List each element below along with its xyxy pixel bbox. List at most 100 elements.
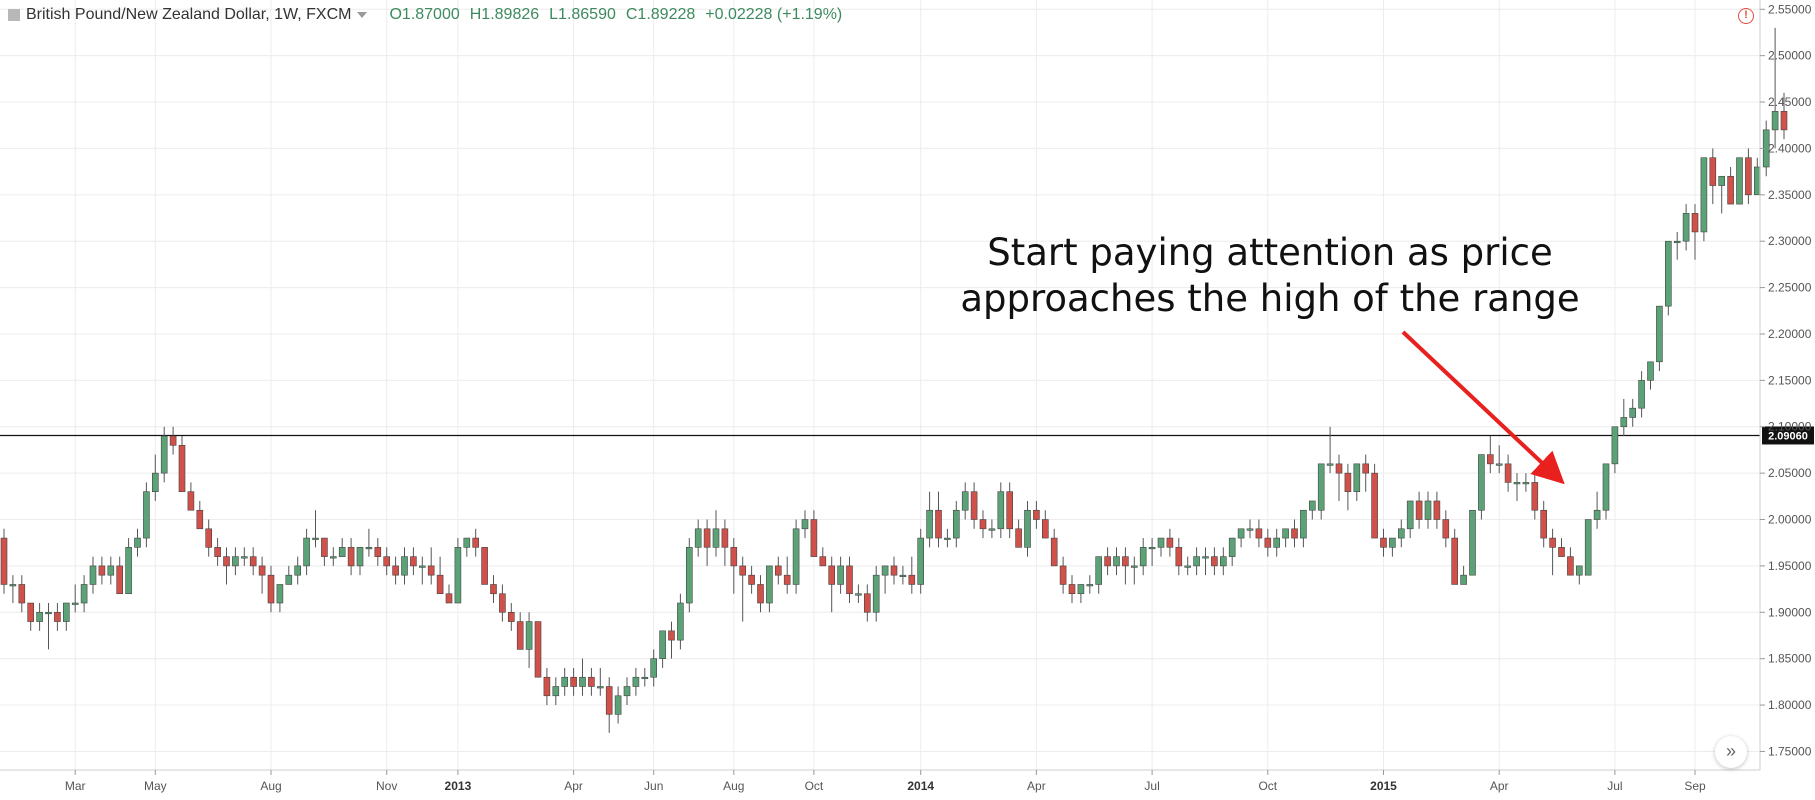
candle xyxy=(1602,463,1610,520)
candle xyxy=(454,538,462,604)
candle-body xyxy=(641,676,649,680)
candle xyxy=(1513,473,1521,501)
candle-body xyxy=(1442,519,1450,539)
candle-body xyxy=(196,509,204,530)
candle xyxy=(1629,398,1636,427)
candle-body xyxy=(1513,482,1521,485)
candle xyxy=(196,500,204,530)
candle xyxy=(890,556,898,585)
candle-body xyxy=(1095,556,1102,585)
candle-body xyxy=(392,565,399,576)
candle xyxy=(828,556,836,613)
scroll-to-latest-button[interactable]: » xyxy=(1715,736,1747,768)
y-tick-label: 2.55000 xyxy=(1768,2,1812,16)
candle-body xyxy=(1424,500,1432,520)
candle xyxy=(1682,204,1690,251)
candle-body xyxy=(570,676,577,687)
candle xyxy=(952,500,960,548)
candle xyxy=(490,575,497,604)
candle-body xyxy=(677,602,684,641)
candle-body xyxy=(890,565,898,576)
candle xyxy=(766,565,773,613)
x-tick-label: 2014 xyxy=(907,779,934,793)
candle xyxy=(739,556,747,622)
candle-body xyxy=(614,695,622,715)
candle xyxy=(525,612,533,668)
candle-body xyxy=(1433,500,1441,520)
candle xyxy=(1736,157,1743,205)
candle xyxy=(1228,537,1236,566)
candle xyxy=(899,565,907,585)
candle-body xyxy=(837,565,844,585)
candle xyxy=(214,538,221,566)
candle xyxy=(267,565,275,613)
candle xyxy=(872,565,880,622)
candle xyxy=(169,426,177,455)
candle-body xyxy=(1282,528,1289,539)
candle-body xyxy=(1522,482,1530,485)
candle-body xyxy=(1620,417,1628,428)
candle-body xyxy=(27,602,35,622)
candle xyxy=(1531,473,1539,520)
candle xyxy=(276,584,284,613)
candle xyxy=(1122,547,1129,585)
x-tick-label: May xyxy=(144,779,167,793)
candles xyxy=(0,27,1788,733)
candle-body xyxy=(1451,537,1458,585)
candle xyxy=(1273,528,1280,557)
candle xyxy=(1540,500,1547,548)
candle xyxy=(1567,547,1574,576)
candle-body xyxy=(258,565,266,576)
candle-body xyxy=(507,611,515,622)
symbol-title[interactable]: British Pound/New Zealand Dollar, 1W, FX… xyxy=(26,6,352,23)
candle xyxy=(1050,528,1058,567)
change-value: +0.02228 (+1.19%) xyxy=(705,6,843,23)
alert-icon[interactable]: ! xyxy=(1738,8,1754,24)
candle xyxy=(347,538,355,576)
candle xyxy=(481,547,488,585)
candle-body xyxy=(205,528,212,548)
candle-body xyxy=(1033,509,1040,520)
candle-body xyxy=(9,584,17,587)
candle xyxy=(62,602,70,631)
candle xyxy=(1727,166,1734,205)
candle xyxy=(1771,27,1779,149)
chevron-down-icon[interactable] xyxy=(357,12,368,18)
candle xyxy=(1211,547,1218,576)
candle-body xyxy=(757,584,764,604)
candle xyxy=(748,565,755,594)
candle-body xyxy=(543,676,551,697)
candle xyxy=(935,491,942,548)
candle-body xyxy=(1317,463,1325,511)
candle xyxy=(1433,491,1441,529)
candle xyxy=(846,556,853,604)
candle xyxy=(27,602,35,631)
close-value: C1.89228 xyxy=(625,6,696,23)
candle xyxy=(1246,519,1254,539)
candle-body xyxy=(801,519,809,530)
candle-body xyxy=(445,593,453,604)
candle-body xyxy=(1745,157,1752,196)
candle-body xyxy=(1202,556,1209,559)
candle xyxy=(1469,509,1476,576)
candle xyxy=(1611,426,1619,474)
candle-body xyxy=(472,537,480,548)
candle-body xyxy=(1469,509,1476,576)
y-tick-label: 2.35000 xyxy=(1768,188,1812,202)
x-tick-label: Aug xyxy=(260,779,281,793)
candle-body xyxy=(1727,175,1734,205)
candle xyxy=(312,510,319,548)
symbol-square-icon[interactable] xyxy=(8,9,20,21)
candle-body xyxy=(668,630,675,641)
candle xyxy=(9,575,17,604)
candle xyxy=(819,547,827,567)
candle-body xyxy=(107,565,115,576)
candle-body xyxy=(730,547,738,567)
y-tick-label: 2.20000 xyxy=(1768,327,1812,341)
candle xyxy=(427,547,435,585)
candle xyxy=(997,482,1005,539)
candle xyxy=(579,658,586,696)
candle-body xyxy=(810,519,818,557)
candle xyxy=(1478,454,1485,520)
